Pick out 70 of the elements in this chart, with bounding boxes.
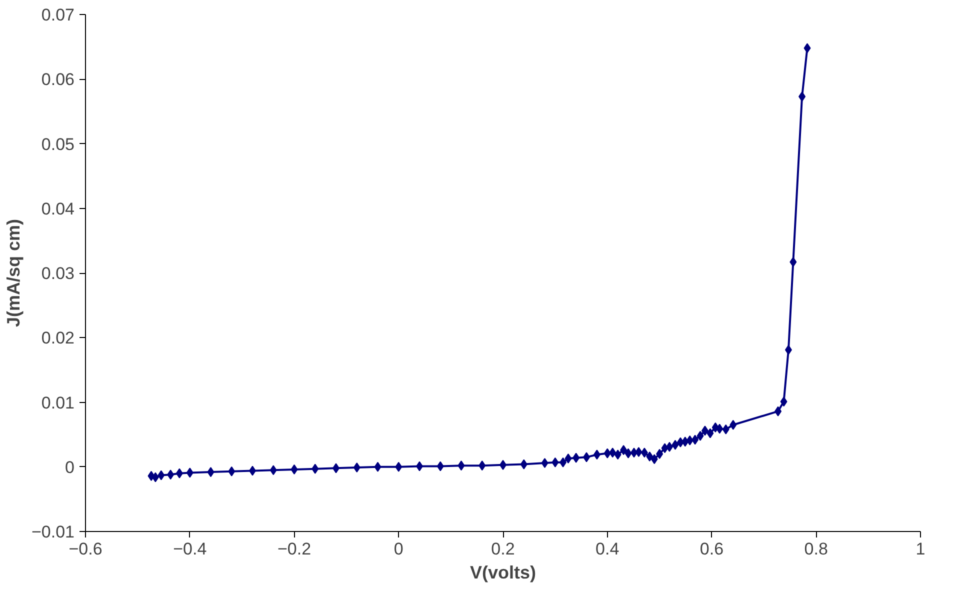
point xyxy=(520,459,528,470)
point xyxy=(458,460,465,471)
point xyxy=(312,464,319,474)
y-tick-label: 0 xyxy=(65,458,75,477)
point xyxy=(395,462,402,472)
y-tick-label: 0.05 xyxy=(41,134,75,154)
point xyxy=(686,435,694,446)
y-tick-label: 0.03 xyxy=(41,264,75,283)
point xyxy=(696,430,704,441)
point xyxy=(650,454,658,464)
y-tick-label: 0.04 xyxy=(41,199,75,218)
y-tick-label: −0.01 xyxy=(31,522,74,542)
point xyxy=(152,472,159,482)
y-tick-label: 0.06 xyxy=(41,70,75,90)
point xyxy=(176,468,183,478)
point xyxy=(552,457,559,468)
point xyxy=(656,448,664,459)
y-tick-label: 0.07 xyxy=(41,6,75,24)
point xyxy=(692,434,699,445)
x-tick-label: 0.2 xyxy=(491,540,515,558)
point xyxy=(774,406,782,416)
point xyxy=(804,43,811,54)
point xyxy=(620,445,628,456)
point xyxy=(666,442,673,452)
point xyxy=(716,424,724,434)
x-tick-label: 0.8 xyxy=(804,540,828,558)
point xyxy=(478,460,486,471)
point xyxy=(780,396,788,407)
point xyxy=(609,448,616,458)
point xyxy=(682,436,689,447)
x-tick-label: 0 xyxy=(394,540,404,558)
point xyxy=(672,440,679,450)
point xyxy=(604,448,611,458)
point xyxy=(722,424,730,434)
x-axis-title: V(volts) xyxy=(470,562,536,582)
point xyxy=(640,448,648,458)
point xyxy=(624,448,632,458)
x-tick-label: 1 xyxy=(916,540,926,558)
point xyxy=(593,450,600,460)
y-axis-title: J(mA/sq cm) xyxy=(3,218,24,328)
point xyxy=(541,458,548,468)
point xyxy=(228,466,236,476)
point xyxy=(436,461,444,472)
point xyxy=(158,470,165,480)
point xyxy=(614,450,622,460)
x-tick-label: 0.6 xyxy=(700,540,724,558)
x-tick-label: −0.6 xyxy=(68,540,102,558)
point xyxy=(730,420,737,430)
x-tick-label: −0.4 xyxy=(173,540,207,558)
point xyxy=(572,452,580,463)
point xyxy=(353,462,360,473)
point xyxy=(564,453,572,464)
point xyxy=(701,426,708,436)
point xyxy=(646,452,654,462)
point xyxy=(560,457,567,468)
y-tick-label: 0.01 xyxy=(41,393,75,412)
point xyxy=(207,467,214,478)
x-tick-label: −0.2 xyxy=(277,540,312,558)
point xyxy=(635,447,642,458)
point xyxy=(270,465,277,476)
point xyxy=(784,344,792,355)
point xyxy=(706,428,714,438)
x-tick-label: 0.4 xyxy=(596,540,620,558)
point xyxy=(186,468,194,478)
y-tick-label: 0.02 xyxy=(41,328,75,348)
point xyxy=(374,462,382,472)
point xyxy=(290,464,298,474)
point xyxy=(798,92,806,102)
point xyxy=(790,257,797,268)
point xyxy=(167,470,174,480)
